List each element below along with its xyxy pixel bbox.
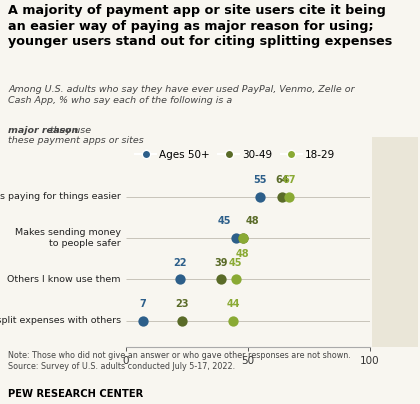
Text: 48: 48 [245, 216, 259, 226]
Text: Can split expenses with others: Can split expenses with others [0, 316, 121, 325]
Text: 44: 44 [226, 299, 240, 309]
Point [239, 235, 246, 241]
Text: 55: 55 [253, 175, 267, 185]
Text: 48: 48 [236, 249, 250, 259]
Text: Makes sending money
to people safer: Makes sending money to people safer [15, 228, 121, 248]
Text: Makes paying for things easier: Makes paying for things easier [0, 192, 121, 201]
Text: Note: Those who did not give an answer or who gave other responses are not shown: Note: Those who did not give an answer o… [8, 351, 351, 371]
Text: 39: 39 [214, 258, 228, 268]
Text: 34: 34 [385, 273, 400, 286]
Point [278, 194, 285, 200]
Point [232, 235, 239, 241]
Text: Others I know use them: Others I know use them [8, 275, 121, 284]
Point [176, 276, 183, 282]
Text: A majority of payment app or site users cite it being
an easier way of paying as: A majority of payment app or site users … [8, 4, 393, 48]
Point [140, 317, 147, 324]
Point [286, 194, 293, 200]
Text: 61: 61 [385, 190, 400, 203]
Point [239, 235, 246, 241]
Legend: Ages 50+, 30-49, 18-29: Ages 50+, 30-49, 18-29 [131, 145, 339, 164]
Point [232, 276, 239, 282]
Text: 22: 22 [173, 258, 186, 268]
Text: 64: 64 [275, 175, 289, 185]
Text: 21: 21 [385, 314, 400, 327]
Text: 45: 45 [217, 216, 231, 226]
Text: major reason: major reason [8, 126, 79, 135]
Point [257, 194, 263, 200]
Point [230, 317, 236, 324]
Point [178, 317, 185, 324]
Text: Total: Total [378, 149, 407, 160]
Text: they use
these payment apps or sites: they use these payment apps or sites [8, 126, 144, 145]
Text: 23: 23 [175, 299, 189, 309]
Text: PEW RESEARCH CENTER: PEW RESEARCH CENTER [8, 389, 144, 399]
Text: 45: 45 [229, 258, 242, 268]
Text: 47: 47 [385, 231, 400, 244]
Text: 67: 67 [283, 175, 296, 185]
Point [218, 276, 224, 282]
Text: 7: 7 [140, 299, 147, 309]
Text: Among U.S. adults who say they have ever used PayPal, Venmo, Zelle or
Cash App, : Among U.S. adults who say they have ever… [8, 85, 355, 105]
